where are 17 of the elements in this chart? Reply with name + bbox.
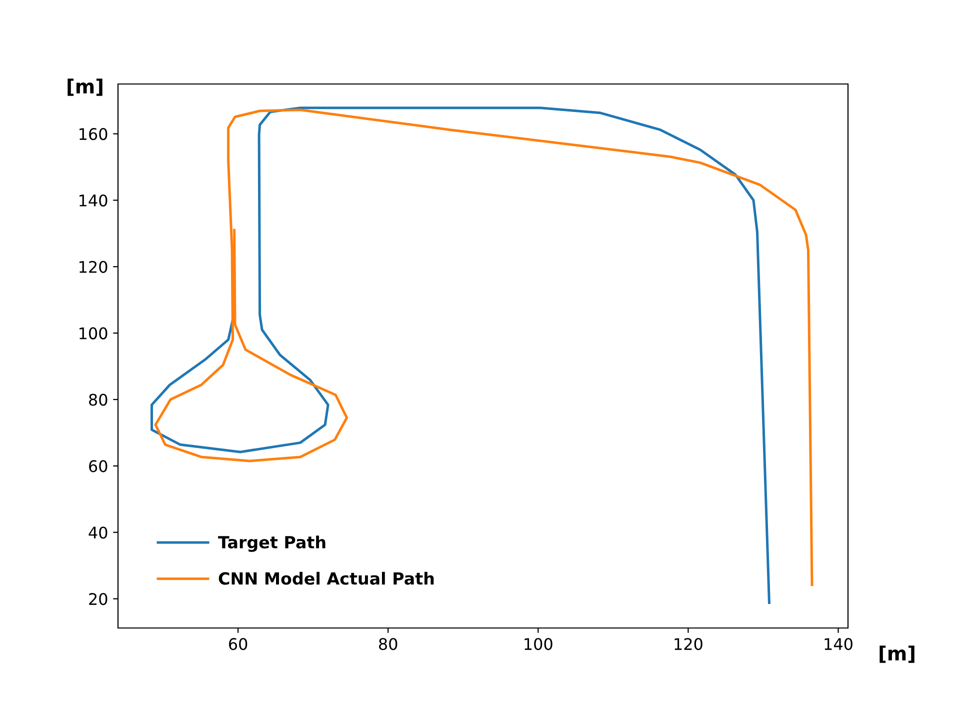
- y-axis-title: [m]: [68, 78, 102, 96]
- legend-label: Target Path: [218, 536, 326, 552]
- y-tick-label: 60: [89, 460, 108, 472]
- y-tick-label: 160: [80, 128, 108, 140]
- y-tick-label: 120: [80, 260, 108, 273]
- x-tick-label: 140: [824, 638, 852, 650]
- x-axis-title: [m]: [880, 646, 914, 663]
- y-tick-label: 40: [88, 526, 108, 539]
- y-tick-label: 20: [89, 592, 108, 606]
- x-tick-label: 60: [228, 638, 248, 650]
- y-tick-label: 80: [89, 394, 108, 406]
- x-tick-label: 100: [524, 638, 552, 650]
- y-tick-label: 140: [80, 194, 108, 207]
- x-tick-label: 120: [674, 638, 702, 650]
- y-tick-label: 100: [80, 327, 108, 340]
- x-tick-label: 80: [379, 638, 398, 650]
- legend-label: CNN Model Actual Path: [218, 572, 434, 585]
